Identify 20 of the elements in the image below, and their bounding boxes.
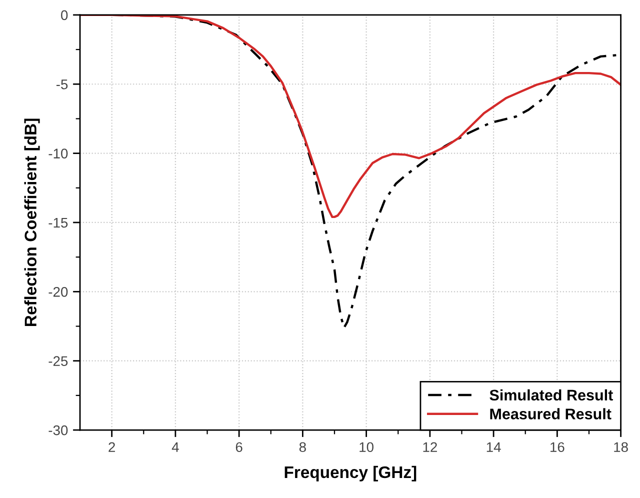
y-tick-label: -25 — [48, 356, 68, 366]
x-tick-label: 14 — [486, 442, 501, 452]
y-tick-label: -10 — [48, 148, 68, 158]
y-axis-title: Reflection Coefficient [dB] — [24, 118, 40, 326]
legend-label: Simulated Result — [490, 389, 613, 401]
y-tick-label: 0 — [61, 10, 68, 20]
x-axis-title: Frequency [GHz] — [284, 466, 416, 482]
x-tick-label: 8 — [299, 442, 306, 452]
x-tick-label: 16 — [550, 442, 564, 452]
x-tick-label: 2 — [108, 442, 115, 452]
legend-label: Measured Result — [490, 408, 612, 420]
x-tick-label: 4 — [172, 442, 179, 452]
y-tick-label: -20 — [48, 286, 68, 297]
x-tick-label: 10 — [360, 442, 374, 452]
y-tick-label: -5 — [56, 80, 68, 90]
x-tick-label: 18 — [614, 442, 628, 452]
x-tick-label: 6 — [236, 442, 242, 452]
x-tick-label: 12 — [423, 442, 437, 452]
y-tick-label: -15 — [48, 218, 68, 228]
y-tick-label: -30 — [48, 425, 68, 436]
